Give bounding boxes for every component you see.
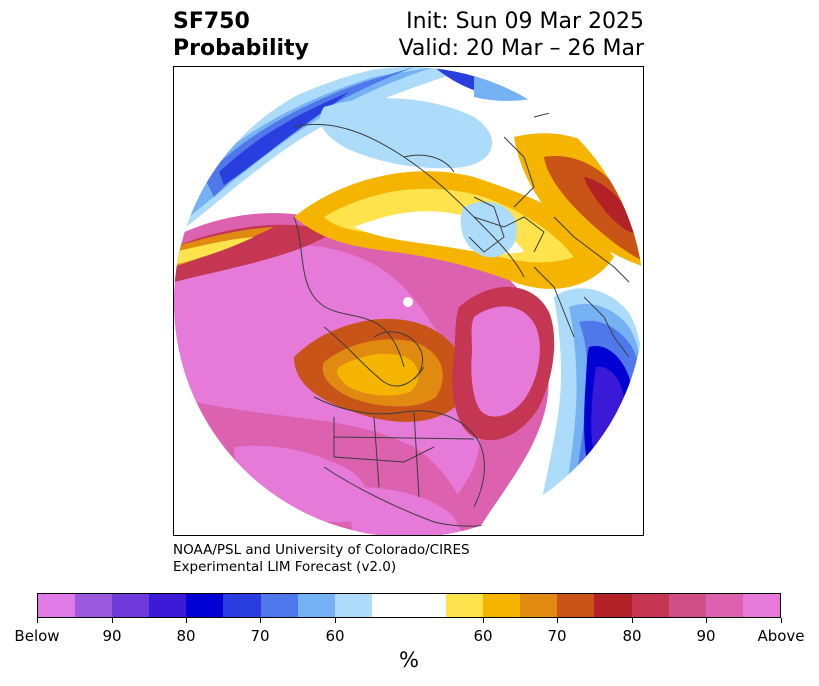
colorbar-swatch	[112, 594, 150, 617]
product-title: Probability	[173, 36, 309, 61]
colorbar-tick-mark	[259, 618, 261, 623]
colorbar-swatch	[75, 594, 113, 617]
attribution: NOAA/PSL and University of Colorado/CIRE…	[173, 542, 470, 576]
colorbar-tick-mark	[36, 618, 38, 623]
colorbar-swatch	[742, 594, 780, 617]
valid-dates: Valid: 20 Mar – 26 Mar	[398, 36, 644, 61]
colorbar-swatch	[371, 594, 409, 617]
polar-map-graphic	[174, 67, 643, 535]
colorbar-swatch	[668, 594, 706, 617]
colorbar-swatch	[705, 594, 743, 617]
colorbar-tick-label: Below	[14, 627, 60, 645]
colorbar-swatch	[149, 594, 187, 617]
colorbar-swatch	[483, 594, 521, 617]
colorbar-swatch	[223, 594, 261, 617]
colorbar-tick-label: 70	[250, 627, 270, 645]
colorbar-swatch	[520, 594, 558, 617]
colorbar-swatch	[260, 594, 298, 617]
colorbar-tick-label: 90	[696, 627, 716, 645]
colorbar-tick-mark	[705, 618, 707, 623]
probability-colorbar	[37, 593, 781, 618]
colorbar-tick-label: 90	[102, 627, 122, 645]
colorbar-swatch	[38, 594, 76, 617]
colorbar-swatch	[334, 594, 372, 617]
colorbar-tick-label: 60	[473, 627, 493, 645]
colorbar-unit: %	[399, 648, 419, 672]
colorbar-tick-mark	[482, 618, 484, 623]
attribution-line-1: NOAA/PSL and University of Colorado/CIRE…	[173, 542, 470, 558]
init-date: Init: Sun 09 Mar 2025	[406, 9, 644, 34]
colorbar-tick-mark	[631, 618, 633, 623]
colorbar-swatch	[408, 594, 447, 617]
colorbar-tick-mark	[780, 618, 782, 623]
colorbar-tick-mark	[556, 618, 558, 623]
title-block-left: SF750 Probability	[173, 8, 309, 62]
colorbar-swatch	[446, 594, 484, 617]
colorbar-swatch	[594, 594, 632, 617]
colorbar-tick-label: 80	[622, 627, 642, 645]
attribution-line-2: Experimental LIM Forecast (v2.0)	[173, 559, 397, 575]
colorbar-tick-mark	[111, 618, 113, 623]
variable-title: SF750	[173, 9, 250, 34]
colorbar-tick-label: Above	[757, 627, 805, 645]
forecast-map	[173, 66, 644, 536]
colorbar-tick-mark	[334, 618, 336, 623]
colorbar-swatch	[557, 594, 595, 617]
colorbar-swatch	[186, 594, 224, 617]
colorbar-tick-label: 60	[325, 627, 345, 645]
colorbar-tick-mark	[185, 618, 187, 623]
colorbar-swatch	[297, 594, 335, 617]
colorbar-tick-label: 70	[547, 627, 567, 645]
colorbar-swatch	[631, 594, 669, 617]
colorbar-tick-label: 80	[176, 627, 196, 645]
title-block-right: Init: Sun 09 Mar 2025 Valid: 20 Mar – 26…	[399, 8, 644, 62]
